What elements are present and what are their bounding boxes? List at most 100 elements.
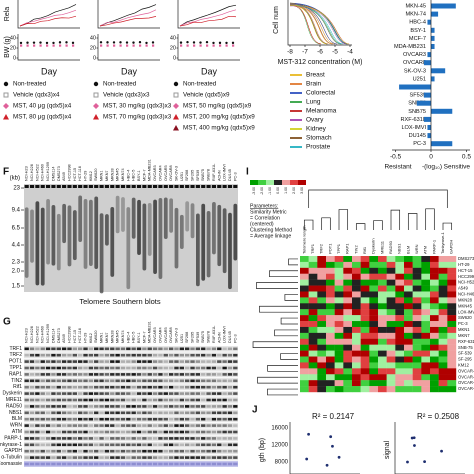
band (227, 405, 233, 408)
band (195, 430, 201, 434)
heat-cell (300, 374, 309, 381)
heat-cell (447, 267, 457, 274)
heat-cell (360, 374, 370, 381)
heat-cell (438, 321, 448, 328)
heat-cell (395, 338, 405, 345)
band (152, 462, 158, 466)
lane-label: MDA-MB231 (148, 321, 152, 343)
band (88, 379, 94, 383)
panel-letter: J (252, 405, 258, 416)
dendrogram (442, 222, 453, 230)
column-label: WRN (414, 244, 419, 254)
heat-cell (404, 297, 413, 304)
well (29, 185, 35, 188)
band (40, 360, 45, 363)
bw-point (231, 41, 235, 45)
band (206, 392, 211, 395)
heat-cell (300, 297, 309, 304)
lane-label: HBC-4 (126, 332, 130, 343)
well (104, 185, 109, 188)
x-tick-label: -0.5 (390, 154, 402, 161)
scatter-point (325, 463, 329, 467)
heat-cell (300, 344, 309, 351)
well (222, 185, 227, 188)
band (115, 430, 120, 434)
lane-label: HT-29 (84, 171, 88, 181)
band (104, 360, 110, 363)
band (217, 411, 222, 415)
heat-cell (412, 267, 422, 274)
heat-cell (334, 315, 344, 322)
band (158, 360, 163, 363)
column-label: TIN2 (353, 245, 358, 254)
band (56, 398, 61, 402)
band (99, 353, 104, 357)
band (211, 462, 217, 466)
band (211, 379, 217, 383)
heat-cell (369, 285, 379, 292)
cell-line-label: OVCAR8 (403, 60, 426, 66)
band (233, 437, 238, 440)
lane-label: OVCAR3 (153, 327, 157, 343)
band (185, 360, 190, 363)
band (222, 353, 227, 357)
band (78, 456, 83, 459)
heat-cell (352, 374, 361, 381)
band (51, 462, 56, 466)
lane-label: RXF-631L (212, 326, 216, 343)
band (35, 347, 40, 351)
band (56, 462, 61, 466)
legend-label: Kidney (306, 126, 327, 133)
well (195, 185, 200, 188)
band (142, 398, 147, 402)
band (142, 443, 147, 447)
band (94, 379, 99, 383)
band (72, 366, 77, 370)
band (179, 411, 184, 415)
band (206, 417, 211, 421)
heat-cell (412, 309, 422, 316)
heat-cell (438, 344, 448, 351)
heat-cell (430, 309, 439, 316)
lane-label: OVCAR8 (169, 327, 173, 343)
heat-cell (369, 273, 379, 280)
protein-label: RAP1 (9, 371, 22, 377)
band (158, 392, 163, 395)
band (126, 405, 131, 408)
band (142, 462, 147, 466)
heat-cell (326, 309, 335, 316)
lane-label: A549 (62, 334, 66, 343)
legend-label: MST, 50 mg/kg (qdx5)x9 (183, 103, 252, 110)
band (222, 398, 227, 402)
legend-label: MST, 80 μg (qdx5)x4 (13, 114, 72, 121)
band (35, 456, 40, 459)
well (206, 185, 211, 188)
heat-cell (404, 338, 413, 345)
well (115, 185, 120, 188)
band (174, 437, 179, 440)
band (136, 347, 142, 351)
band (51, 366, 56, 370)
heat-cell (334, 368, 344, 375)
band (120, 456, 126, 459)
band (217, 430, 222, 434)
legend-label: MST, 40 μg (qdx5)x4 (13, 103, 72, 110)
band (29, 379, 35, 383)
heat-cell (308, 332, 318, 339)
band (115, 424, 120, 427)
legend-marker (3, 81, 9, 87)
band (158, 366, 163, 370)
band (152, 373, 158, 376)
band (185, 373, 190, 376)
band (211, 430, 217, 434)
band (35, 405, 40, 408)
band (67, 462, 72, 466)
lane-label: SNB75 (201, 331, 205, 343)
band (83, 398, 88, 402)
lane-label: NCI-H1299 (46, 324, 50, 343)
row-label: HCT-15 (458, 268, 473, 273)
well (201, 185, 206, 188)
band (190, 392, 195, 395)
band (168, 360, 174, 363)
band (131, 398, 136, 402)
